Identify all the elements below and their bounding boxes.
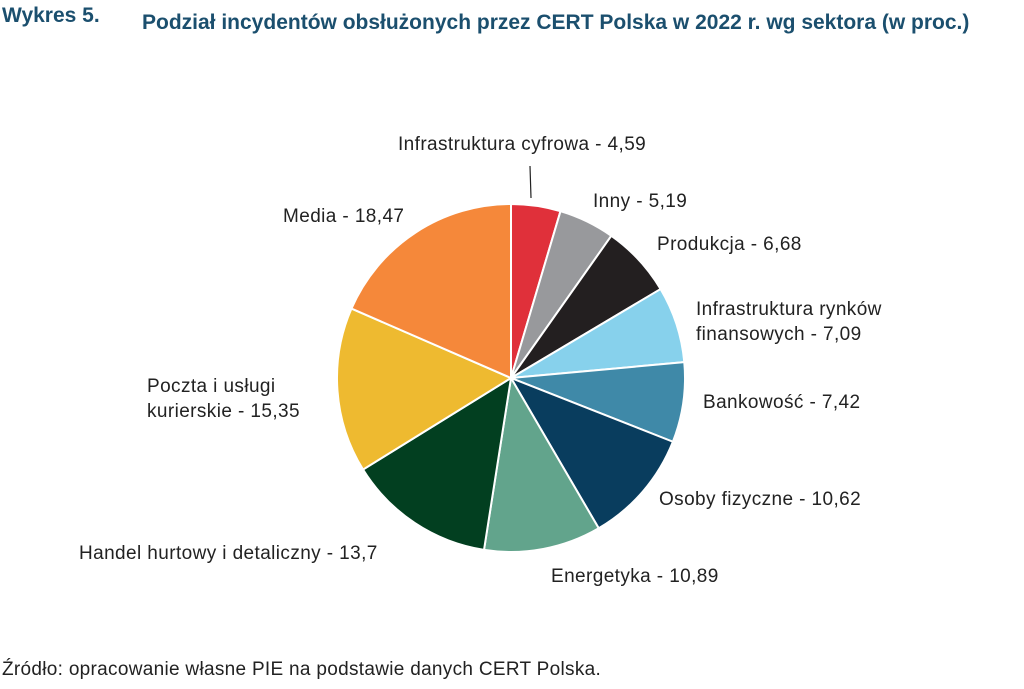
pie-slice-handel-hurtowy-i-detaliczny: [362, 377, 512, 551]
pie-slice-media: [350, 203, 512, 379]
pie-slice-poczta-i-uslugi-kurierskie: [336, 307, 512, 471]
label-poczta-i-uslugi-kurierskie-line-2: kurierskie - 15,35: [147, 401, 300, 422]
label-handel-hurtowy-i-detaliczny: Handel hurtowy i detaliczny - 13,7: [79, 543, 378, 564]
label-bankowosc-line-1: Bankowość - 7,42: [703, 392, 860, 413]
label-handel-hurtowy-i-detaliczny-line-1: Handel hurtowy i detaliczny - 13,7: [79, 543, 378, 564]
label-infrastruktura-cyfrowa: Infrastruktura cyfrowa - 4,59: [398, 134, 646, 155]
label-produkcja-line-1: Produkcja - 6,68: [657, 234, 802, 255]
pie-slices: [336, 203, 686, 553]
label-inny: Inny - 5,19: [593, 191, 687, 212]
pie-labels: Infrastruktura cyfrowa - 4,59 Inny - 5,19…: [79, 134, 882, 587]
label-produkcja: Produkcja - 6,68: [657, 234, 802, 255]
label-media-line-1: Media - 18,47: [283, 206, 404, 227]
label-infrastruktura-cyfrowa-line-1: Infrastruktura cyfrowa - 4,59: [398, 134, 646, 155]
figure-number: Wykres 5.: [2, 4, 100, 27]
label-energetyka: Energetyka - 10,89: [551, 566, 719, 587]
leader-line: [529, 165, 532, 199]
pie-slice-energetyka: [483, 377, 600, 553]
label-inny-line-1: Inny - 5,19: [593, 191, 687, 212]
label-osoby-fizyczne-line-1: Osoby fizyczne - 10,62: [659, 489, 861, 510]
label-infrastruktura-rynkow-finansowych-line-1: Infrastruktura rynków: [696, 299, 882, 320]
chart-title: Podział incydentów obsłużonych przez CER…: [142, 11, 970, 34]
source-note: Źródło: opracowanie własne PIE na podsta…: [2, 659, 602, 680]
label-poczta-i-uslugi-kurierskie-line-1: Poczta i usługi: [147, 376, 276, 397]
label-infrastruktura-rynkow-finansowych-line-2: finansowych - 7,09: [696, 324, 862, 345]
label-osoby-fizyczne: Osoby fizyczne - 10,62: [659, 489, 861, 510]
label-poczta-i-uslugi-kurierskie: Poczta i usługi kurierskie - 15,35: [147, 376, 300, 422]
pie-slice-osoby-fizyczne: [510, 377, 674, 530]
label-infrastruktura-rynkow-finansowych: Infrastruktura rynków finansowych - 7,09: [696, 299, 882, 345]
label-energetyka-line-1: Energetyka - 10,89: [551, 566, 719, 587]
label-media: Media - 18,47: [283, 206, 404, 227]
label-bankowosc: Bankowość - 7,42: [703, 392, 860, 413]
